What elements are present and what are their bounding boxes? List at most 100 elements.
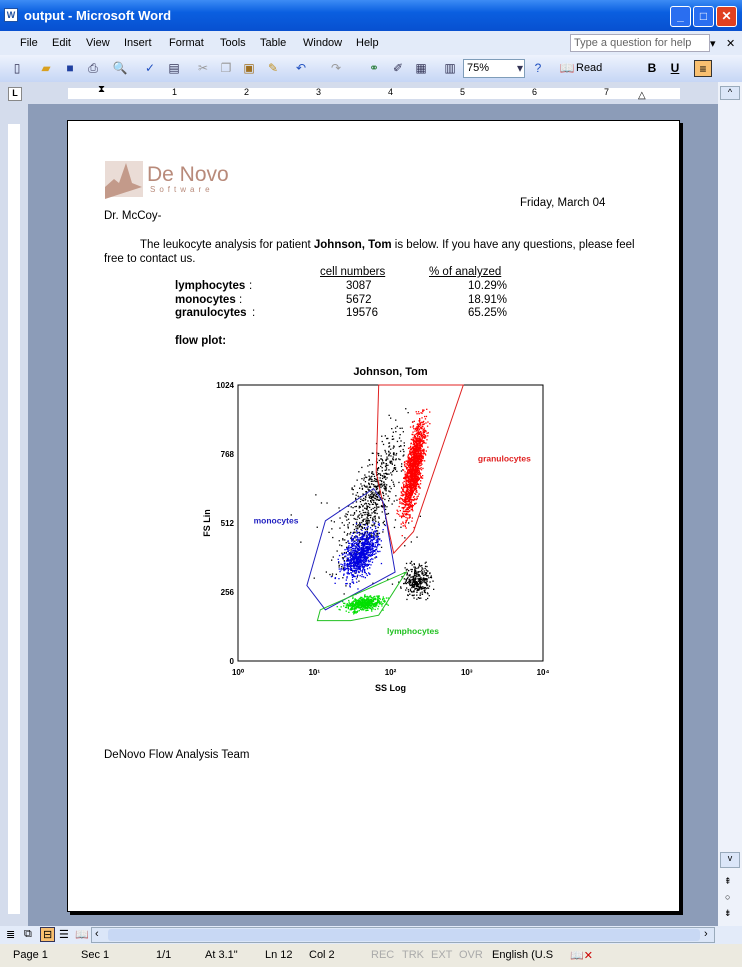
ungated-event-dot (381, 463, 383, 465)
scroll-down-button[interactable]: v (720, 852, 740, 868)
web-layout-icon[interactable]: ⧉ (24, 928, 32, 940)
ungated-event-dot (385, 488, 387, 490)
zoom-select[interactable]: 75% (463, 59, 525, 78)
underline-button[interactable]: U (670, 61, 680, 75)
browse-object-icon[interactable]: ○ (725, 892, 731, 902)
ungated-event-dot (373, 516, 375, 518)
print-icon[interactable]: ⎙ (88, 61, 98, 75)
close-document-icon[interactable]: ✕ (726, 38, 736, 50)
granulocytes-event-dot (413, 434, 416, 436)
scroll-up-button[interactable]: ^ (720, 86, 740, 100)
help-search-input[interactable]: Type a question for help (570, 34, 710, 52)
scroll-right-button[interactable]: › (704, 928, 708, 940)
monocytes-event-dot (358, 568, 361, 570)
scroll-thumb[interactable] (108, 929, 700, 941)
maximize-button[interactable]: □ (693, 6, 714, 27)
save-icon[interactable]: ■ (66, 61, 74, 75)
ungated-event-dot (406, 573, 408, 575)
ungated-event-dot (392, 481, 394, 483)
monocytes-event-dot (372, 547, 374, 549)
monocytes-event-dot (351, 554, 353, 556)
menu-table[interactable]: Table (260, 37, 287, 49)
help-dropdown-icon[interactable]: ▾ (710, 38, 716, 50)
granulocytes-event-dot (412, 451, 414, 454)
ungated-event-dot (377, 521, 380, 523)
insert-table-icon[interactable]: ▦ (415, 61, 427, 75)
menu-edit[interactable]: Edit (52, 37, 71, 49)
open-icon[interactable]: ▰ (41, 61, 51, 75)
hyperlink-icon[interactable]: ⚭ (368, 61, 380, 75)
minimize-button[interactable]: _ (670, 6, 691, 27)
granulocytes-event-dot (423, 437, 426, 439)
format-painter-icon[interactable]: ✎ (267, 61, 279, 75)
lymphocytes-event-dot (365, 604, 367, 607)
research-icon[interactable]: ▤ (168, 61, 180, 75)
menu-help[interactable]: Help (356, 37, 379, 49)
spelling-status-icon[interactable]: 📖✕ (570, 950, 593, 962)
tab-selector[interactable]: L (8, 87, 22, 101)
status-ext[interactable]: EXT (431, 949, 453, 961)
print-layout-icon[interactable]: ⊟ (40, 927, 56, 942)
lymphocytes-event-dot (364, 606, 367, 608)
granulocytes-event-dot (422, 456, 424, 458)
previous-page-icon[interactable]: ⇞ (724, 876, 732, 886)
document-map-icon[interactable]: ▥ (444, 61, 456, 75)
granulocytes-event-dot (410, 452, 412, 454)
lymphocytes-event-dot (353, 613, 355, 615)
bold-button[interactable]: B (647, 61, 657, 75)
outline-view-icon[interactable]: ☰ (59, 929, 69, 941)
scroll-left-button[interactable]: ‹ (95, 928, 99, 940)
help-icon[interactable]: ? (534, 61, 542, 75)
ungated-event-dot (366, 520, 369, 522)
tables-borders-icon[interactable]: ✐ (392, 61, 404, 75)
menu-view[interactable]: View (86, 37, 110, 49)
spelling-icon[interactable]: ✓ (144, 61, 156, 75)
lymphocytes-event-dot (364, 604, 367, 606)
status-ovr[interactable]: OVR (459, 949, 483, 961)
granulocytes-event-dot (415, 429, 418, 431)
reading-layout-icon[interactable]: 📖 (75, 929, 89, 941)
align-left-button[interactable]: ≡ (694, 60, 712, 77)
close-button[interactable]: ✕ (716, 6, 737, 27)
read-book-icon[interactable]: 📖 (559, 61, 575, 75)
ungated-event-dot (413, 577, 415, 580)
menu-tools[interactable]: Tools (220, 37, 246, 49)
monocytes-event-dot (368, 572, 370, 574)
print-preview-icon[interactable]: 🔍 (112, 61, 128, 75)
menu-window[interactable]: Window (303, 37, 343, 49)
menu-format[interactable]: Format (169, 37, 204, 49)
vertical-ruler[interactable] (0, 104, 28, 926)
new-icon[interactable]: ▯ (13, 61, 21, 75)
undo-icon[interactable]: ↶ (295, 61, 307, 75)
menu-insert[interactable]: Insert (124, 37, 152, 49)
right-indent-marker-icon[interactable]: △ (638, 90, 646, 101)
redo-icon[interactable]: ↷ (330, 61, 342, 75)
ungated-event-dot (336, 550, 338, 552)
status-trk[interactable]: TRK (402, 949, 424, 961)
monocytes-event-dot (354, 575, 356, 578)
normal-view-icon[interactable]: ≣ (6, 929, 16, 941)
granulocytes-event-dot (420, 460, 423, 462)
read-button[interactable]: Read (576, 62, 603, 74)
granulocytes-event-dot (410, 451, 412, 453)
status-language[interactable]: English (U.S (492, 949, 554, 961)
monocytes-event-dot (347, 563, 349, 565)
vertical-scrollbar[interactable]: ^ v ⇞ ○ ⇟ (718, 82, 742, 926)
horizontal-scrollbar[interactable]: ‹ › (91, 927, 715, 943)
cut-icon[interactable]: ✂ (197, 61, 209, 75)
next-page-icon[interactable]: ⇟ (724, 908, 732, 918)
paste-icon[interactable]: ▣ (243, 61, 255, 75)
copy-icon[interactable]: ❐ (220, 61, 232, 75)
ungated-event-dot (388, 442, 391, 444)
status-rec[interactable]: REC (371, 949, 395, 961)
zoom-dropdown-icon[interactable]: ▾ (516, 61, 524, 75)
monocytes-event-dot (360, 559, 362, 561)
indent-marker-icon[interactable]: ⧗ (98, 84, 106, 95)
monocytes-event-dot (367, 564, 369, 566)
ungated-event-dot (380, 474, 382, 476)
document-page[interactable]: De Novo Software Friday, March 04 Dr. Mc… (67, 120, 680, 912)
monocytes-event-dot (375, 552, 377, 554)
menu-file[interactable]: File (20, 37, 38, 49)
ungated-event-dot (421, 586, 423, 589)
